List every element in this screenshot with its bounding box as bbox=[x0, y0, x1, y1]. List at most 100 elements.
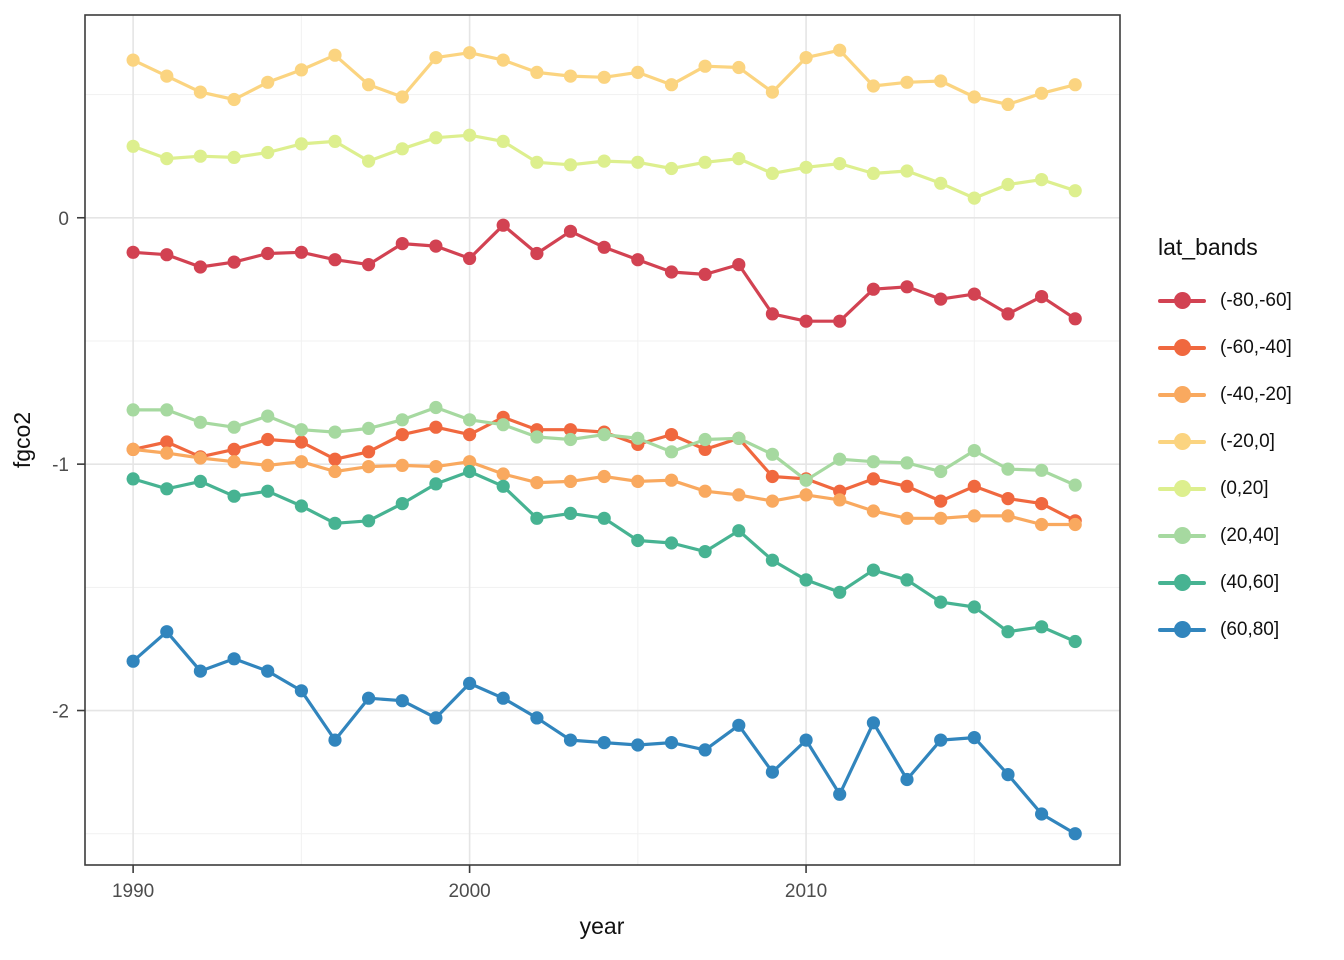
data-point bbox=[732, 488, 746, 502]
data-point bbox=[328, 464, 342, 479]
data-point bbox=[799, 573, 813, 587]
data-point bbox=[799, 488, 813, 502]
data-point bbox=[160, 482, 174, 496]
data-point bbox=[1035, 517, 1049, 532]
data-point bbox=[664, 265, 679, 279]
data-point bbox=[597, 511, 611, 525]
data-point bbox=[934, 733, 948, 747]
legend-item: (60,80] bbox=[1158, 606, 1344, 653]
data-point bbox=[563, 158, 578, 172]
data-point bbox=[866, 79, 881, 93]
data-point bbox=[664, 428, 679, 442]
data-point bbox=[160, 403, 174, 417]
data-point bbox=[530, 476, 544, 490]
data-point bbox=[563, 506, 578, 520]
x-axis-title: year bbox=[580, 913, 625, 939]
legend-label: (60,80] bbox=[1220, 618, 1280, 640]
data-point bbox=[126, 403, 140, 417]
data-point bbox=[1068, 312, 1082, 326]
data-point bbox=[698, 545, 712, 559]
data-point bbox=[597, 736, 611, 750]
data-point bbox=[900, 511, 914, 525]
legend-point-icon bbox=[1174, 386, 1191, 403]
data-point bbox=[126, 245, 140, 259]
data-point bbox=[496, 479, 510, 493]
y-tick-label: -1 bbox=[52, 455, 69, 476]
data-point bbox=[261, 664, 275, 678]
data-point bbox=[328, 425, 342, 439]
data-point bbox=[833, 787, 847, 801]
series-4 bbox=[126, 128, 1082, 205]
data-point bbox=[900, 280, 914, 294]
data-point bbox=[866, 504, 881, 518]
series-6 bbox=[126, 464, 1082, 649]
data-series-layer bbox=[126, 43, 1082, 841]
data-point bbox=[631, 155, 645, 169]
data-point bbox=[900, 772, 914, 787]
data-point bbox=[1001, 509, 1015, 523]
data-point bbox=[362, 691, 376, 705]
data-point bbox=[193, 149, 207, 163]
series-7 bbox=[126, 625, 1082, 841]
data-point bbox=[664, 473, 679, 487]
series-0 bbox=[126, 218, 1082, 328]
data-point bbox=[463, 413, 477, 427]
data-point bbox=[227, 489, 241, 503]
data-point bbox=[395, 413, 409, 427]
data-point bbox=[1001, 768, 1015, 782]
data-point bbox=[395, 90, 409, 104]
data-point bbox=[530, 711, 544, 725]
data-point bbox=[664, 78, 679, 92]
data-point bbox=[496, 418, 510, 432]
data-point bbox=[1068, 78, 1082, 92]
data-point bbox=[967, 479, 981, 493]
legend-label: (-80,-60] bbox=[1220, 289, 1292, 311]
data-point bbox=[429, 239, 443, 253]
data-point bbox=[362, 514, 376, 528]
data-point bbox=[631, 474, 645, 488]
data-point bbox=[261, 145, 275, 160]
axis-tick-marks bbox=[77, 216, 807, 873]
data-point bbox=[126, 53, 140, 67]
legend-label: (-20,0] bbox=[1220, 430, 1275, 452]
data-point bbox=[934, 292, 948, 306]
data-point bbox=[126, 139, 140, 153]
data-point bbox=[967, 444, 981, 458]
legend-label: (40,60] bbox=[1220, 571, 1280, 593]
legend-key-icon bbox=[1158, 386, 1206, 403]
data-point bbox=[395, 237, 409, 251]
data-point bbox=[328, 48, 342, 62]
legend-point-icon bbox=[1174, 433, 1191, 450]
panel-border bbox=[84, 14, 1121, 866]
data-point bbox=[362, 154, 376, 168]
data-point bbox=[1001, 177, 1015, 192]
data-point bbox=[362, 78, 376, 92]
data-point bbox=[193, 260, 207, 274]
data-point bbox=[563, 474, 578, 488]
data-point bbox=[362, 421, 376, 435]
data-point bbox=[261, 484, 275, 498]
data-point bbox=[463, 46, 477, 60]
data-point bbox=[732, 152, 746, 166]
data-point bbox=[294, 245, 308, 259]
data-point bbox=[732, 524, 746, 538]
data-point bbox=[1001, 97, 1015, 111]
data-point bbox=[261, 75, 275, 89]
data-point bbox=[631, 431, 645, 445]
data-point bbox=[563, 432, 578, 447]
data-point bbox=[126, 442, 140, 456]
data-point bbox=[765, 166, 780, 180]
data-point bbox=[631, 253, 645, 267]
data-point bbox=[328, 134, 342, 148]
data-point bbox=[866, 563, 881, 577]
data-point bbox=[294, 423, 308, 437]
legend-key-icon bbox=[1158, 527, 1206, 544]
data-point bbox=[328, 452, 342, 466]
legend-item: (-80,-60] bbox=[1158, 277, 1344, 324]
data-point bbox=[160, 69, 174, 83]
data-point bbox=[126, 654, 140, 668]
data-point bbox=[294, 435, 308, 449]
data-point bbox=[1035, 173, 1049, 187]
data-point bbox=[429, 711, 443, 725]
data-point bbox=[160, 435, 174, 449]
